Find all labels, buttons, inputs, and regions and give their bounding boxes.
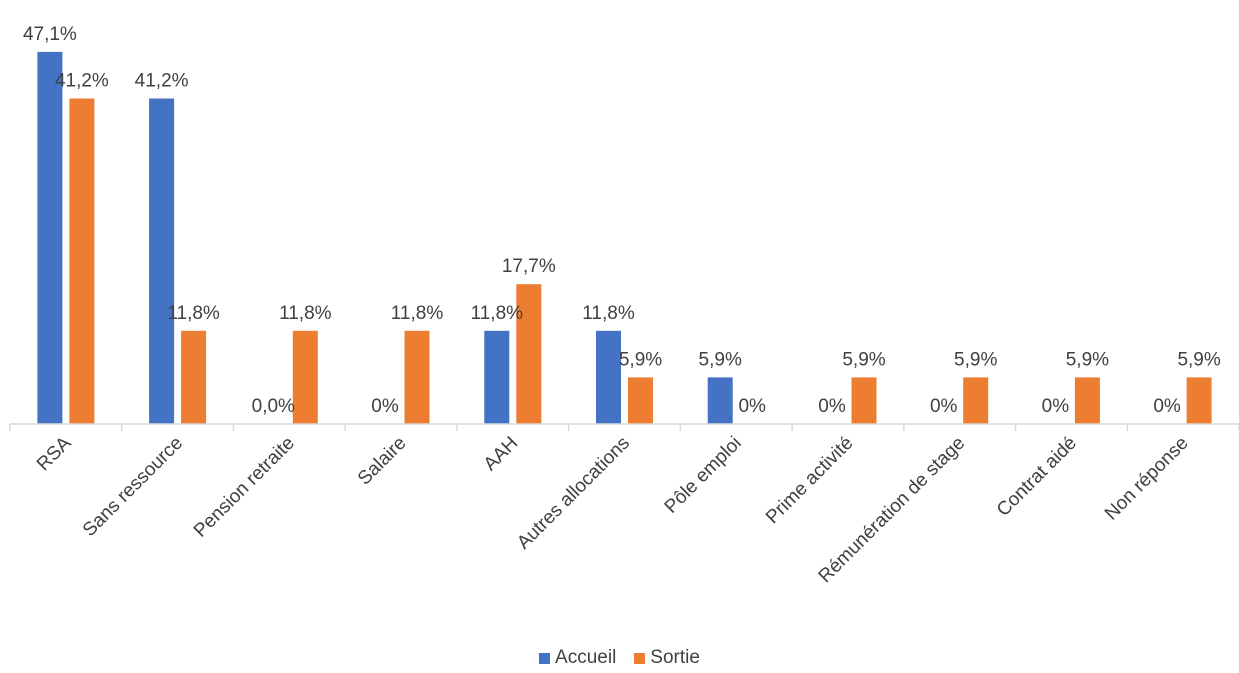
bar-sortie-sans-ressource	[181, 330, 207, 424]
bar-sortie-non-reponse	[1186, 377, 1212, 424]
bar-sortie-contrat-aide	[1074, 377, 1100, 424]
legend-item-sortie: Sortie	[634, 647, 700, 669]
bar-sortie-salaire	[404, 330, 430, 424]
data-label-sortie-rsa: 41,2%	[55, 71, 109, 92]
data-label-accueil-contrat-aide: 0%	[1042, 396, 1070, 417]
x-tick-label-prime-activite: Prime activité	[762, 433, 857, 528]
x-tick-label-non-reponse: Non réponse	[1101, 433, 1193, 525]
bar-sortie-prime-activite	[851, 377, 877, 424]
data-label-accueil-prime-activite: 0%	[818, 396, 846, 417]
data-label-sortie-contrat-aide: 5,9%	[1066, 349, 1109, 370]
data-label-accueil-salaire: 0%	[371, 396, 399, 417]
x-tick-label-aah: AAH	[480, 433, 522, 475]
bar-accueil-rsa	[37, 51, 63, 425]
data-label-accueil-pole-emploi: 5,9%	[699, 349, 742, 370]
legend-label-accueil: Accueil	[555, 647, 617, 668]
bar-sortie-autres-allocations	[628, 377, 653, 424]
data-label-sortie-pension-retraite: 11,8%	[279, 303, 332, 324]
bars-group	[37, 51, 1212, 425]
legend-swatch-sortie	[634, 652, 646, 664]
x-tick-label-sans-ressource: Sans ressource	[79, 433, 187, 541]
x-tick-label-salaire: Salaire	[354, 433, 411, 490]
data-label-sortie-aah: 17,7%	[502, 256, 556, 277]
bar-sortie-pension-retraite	[292, 330, 318, 424]
x-tick-label-rsa: RSA	[33, 432, 76, 475]
data-label-sortie-autres-allocations: 5,9%	[619, 349, 662, 370]
x-axis-ticks	[9, 424, 1239, 431]
data-label-accueil-rsa: 47,1%	[23, 24, 77, 45]
legend: Accueil Sortie	[0, 647, 1239, 669]
bar-accueil-pole-emploi	[707, 377, 733, 424]
bar-sortie-rsa	[69, 98, 95, 424]
bar-accueil-autres-allocations	[596, 330, 621, 424]
data-labels-group: 47,1% 41,2% 41,2% 11,8% 0,0% 11,8% 0% 11,8% 11,8…	[23, 24, 1221, 417]
data-label-accueil-remuneration-de-stage: 0%	[930, 396, 958, 417]
x-tick-label-pension-retraite: Pension retraite	[190, 433, 299, 542]
x-tick-label-pole-emploi: Pôle emploi	[661, 433, 746, 518]
data-label-sortie-salaire: 11,8%	[391, 303, 444, 324]
data-label-accueil-aah: 11,8%	[471, 303, 524, 324]
data-label-accueil-pension-retraite: 0,0%	[252, 396, 295, 417]
data-label-sortie-remuneration-de-stage: 5,9%	[954, 349, 997, 370]
x-axis-labels: RSA Sans ressource Pension retraite Salaire…	[33, 432, 1193, 587]
legend-swatch-accueil	[539, 652, 551, 664]
data-label-accueil-autres-allocations: 11,8%	[582, 303, 635, 324]
x-tick-label-autres-allocations: Autres allocations	[513, 433, 634, 554]
bar-sortie-aah	[516, 284, 542, 424]
bar-accueil-sans-ressource	[149, 98, 175, 424]
data-label-sortie-sans-ressource: 11,8%	[167, 303, 220, 324]
x-tick-label-contrat-aide: Contrat aidé	[993, 433, 1081, 521]
data-label-sortie-pole-emploi: 0%	[738, 396, 766, 417]
bar-accueil-aah	[484, 330, 510, 424]
data-label-sortie-non-reponse: 5,9%	[1177, 349, 1220, 370]
data-label-accueil-sans-ressource: 41,2%	[135, 71, 189, 92]
legend-label-sortie: Sortie	[650, 647, 700, 668]
data-label-sortie-prime-activite: 5,9%	[842, 349, 885, 370]
legend-item-accueil: Accueil	[539, 647, 616, 669]
bar-sortie-remuneration-de-stage	[963, 377, 989, 424]
data-label-accueil-non-reponse: 0%	[1153, 396, 1181, 417]
